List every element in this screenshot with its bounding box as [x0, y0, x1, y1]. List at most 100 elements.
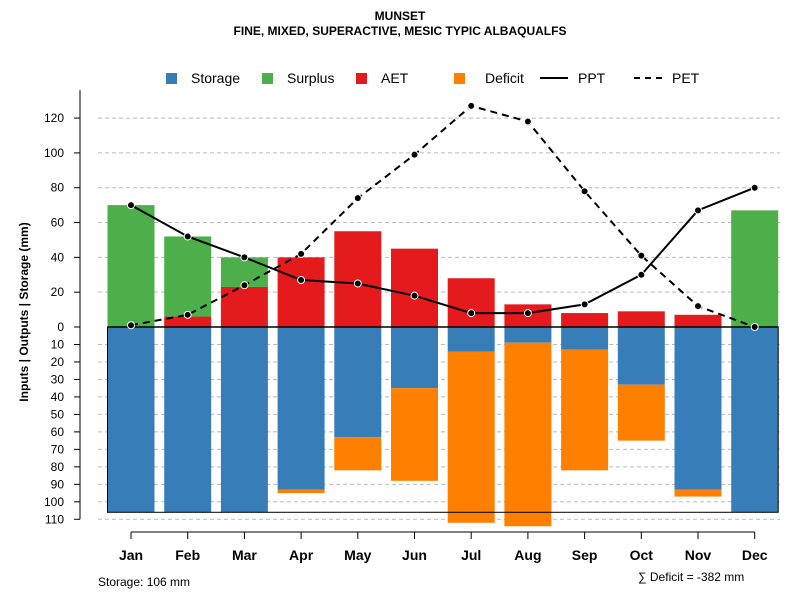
bar-deficit: [334, 437, 382, 471]
bar-aet: [447, 278, 495, 327]
bar-deficit: [617, 384, 665, 441]
bar-deficit: [447, 351, 495, 523]
ppt-line-point: [240, 253, 249, 262]
pet-line-point: [297, 249, 306, 258]
gridlines: [98, 117, 780, 520]
ppt-line-point: [637, 270, 646, 279]
legend-surplus-label: Surplus: [287, 70, 335, 86]
legend-surplus-swatch: [262, 72, 273, 84]
ppt-line-point: [523, 309, 532, 318]
legend-ppt: PPT: [540, 70, 605, 86]
x-tick-label: Aug: [514, 547, 541, 563]
pet-line-point: [467, 101, 476, 110]
y-tick-label: 100: [44, 146, 64, 160]
x-tick-label: Nov: [685, 547, 712, 563]
bar-aet: [561, 313, 609, 327]
storage-footnote: Storage: 106 mm: [98, 575, 191, 589]
bars: [107, 205, 779, 527]
ppt-line-point: [410, 291, 419, 300]
bar-deficit: [561, 349, 609, 471]
ppt-line-point: [127, 201, 135, 210]
bar-storage: [220, 327, 268, 513]
bar-deficit: [674, 489, 722, 497]
legend-surplus: Surplus: [262, 70, 334, 86]
x-tick-label: Jun: [402, 547, 427, 563]
bar-storage: [504, 327, 552, 343]
x-tick-label: Jan: [119, 547, 143, 563]
bar-storage: [334, 327, 382, 438]
y-tick-label: 40: [51, 390, 65, 404]
deficit-footnote: ∑ Deficit = -382 mm: [638, 570, 745, 584]
legend-deficit-label: Deficit: [485, 70, 524, 86]
bar-storage: [561, 327, 609, 350]
ppt-line: [130, 186, 756, 315]
y-tick-label: 40: [51, 250, 65, 264]
legend-storage: Storage: [166, 70, 240, 86]
legend-aet: AET: [356, 70, 408, 86]
pet-line-point: [637, 251, 646, 260]
pet-line-point: [353, 194, 362, 203]
legend-deficit: Deficit: [454, 70, 524, 86]
y-tick-label: 120: [44, 111, 64, 125]
chart-title: MUNSET: [374, 9, 426, 23]
x-tick-label: Jul: [461, 547, 481, 563]
y-tick-label: 70: [51, 442, 65, 456]
x-tick-label: Apr: [289, 547, 314, 563]
bar-storage: [107, 327, 155, 513]
y-tick-label: 30: [51, 372, 65, 386]
legend-aet-label: AET: [381, 70, 409, 86]
legend-aet-swatch: [356, 72, 367, 84]
legend-storage-label: Storage: [191, 70, 241, 86]
y-tick-label: 110: [45, 512, 64, 526]
legend-ppt-label: PPT: [578, 70, 606, 86]
y-tick-label: 20: [51, 355, 65, 369]
bar-storage: [164, 327, 212, 513]
ppt-line-point: [580, 300, 589, 309]
pet-line: [130, 104, 756, 328]
y-tick-label: 80: [51, 181, 65, 195]
pet-line-point: [183, 310, 192, 319]
bar-surplus: [164, 236, 212, 317]
chart-subtitle: FINE, MIXED, SUPERACTIVE, MESIC TYPIC AL…: [233, 24, 567, 38]
bar-surplus: [731, 210, 779, 327]
x-tick-label: Sep: [572, 547, 598, 563]
bar-storage: [674, 327, 722, 490]
y-tick-label: 80: [51, 460, 65, 474]
pet-line-point: [694, 302, 702, 311]
x-tick-label: Oct: [630, 547, 654, 563]
ppt-line-point: [353, 279, 362, 288]
bar-storage: [617, 327, 665, 385]
y-tick-label: 60: [51, 216, 65, 230]
bar-aet: [164, 316, 212, 327]
legend-ppt-line: [540, 77, 568, 79]
ppt-line-point: [467, 309, 476, 318]
bar-aet: [334, 231, 382, 327]
frames: [107, 326, 779, 513]
pet-line-point: [240, 281, 249, 290]
y-tick-label: 100: [44, 495, 64, 509]
bar-storage: [731, 327, 779, 513]
pet-line-point: [127, 321, 135, 330]
y-tick-label: 50: [51, 407, 65, 421]
bar-deficit: [504, 342, 552, 527]
ppt-line-point: [750, 183, 759, 192]
legend-pet: PET: [634, 70, 699, 86]
bar-deficit: [391, 388, 438, 481]
y-axis-label: Inputs | Outputs | Storage (mm): [17, 222, 31, 401]
pet-line-point: [580, 187, 589, 196]
bar-deficit: [277, 489, 325, 494]
legend-storage-swatch: [166, 72, 177, 84]
y-tick-label: 20: [51, 285, 65, 299]
ppt-line-point: [297, 275, 306, 284]
bar-storage: [277, 327, 325, 490]
x-tick-label: Mar: [232, 547, 257, 563]
y-tick-label: 10: [51, 337, 65, 351]
bar-aet: [391, 248, 438, 327]
series-lines: [127, 101, 759, 331]
pet-line-point: [750, 323, 759, 331]
bar-aet: [220, 286, 268, 327]
y-tick-label: 90: [51, 477, 65, 491]
bar-surplus: [107, 205, 155, 327]
legend-deficit-swatch: [454, 72, 465, 84]
